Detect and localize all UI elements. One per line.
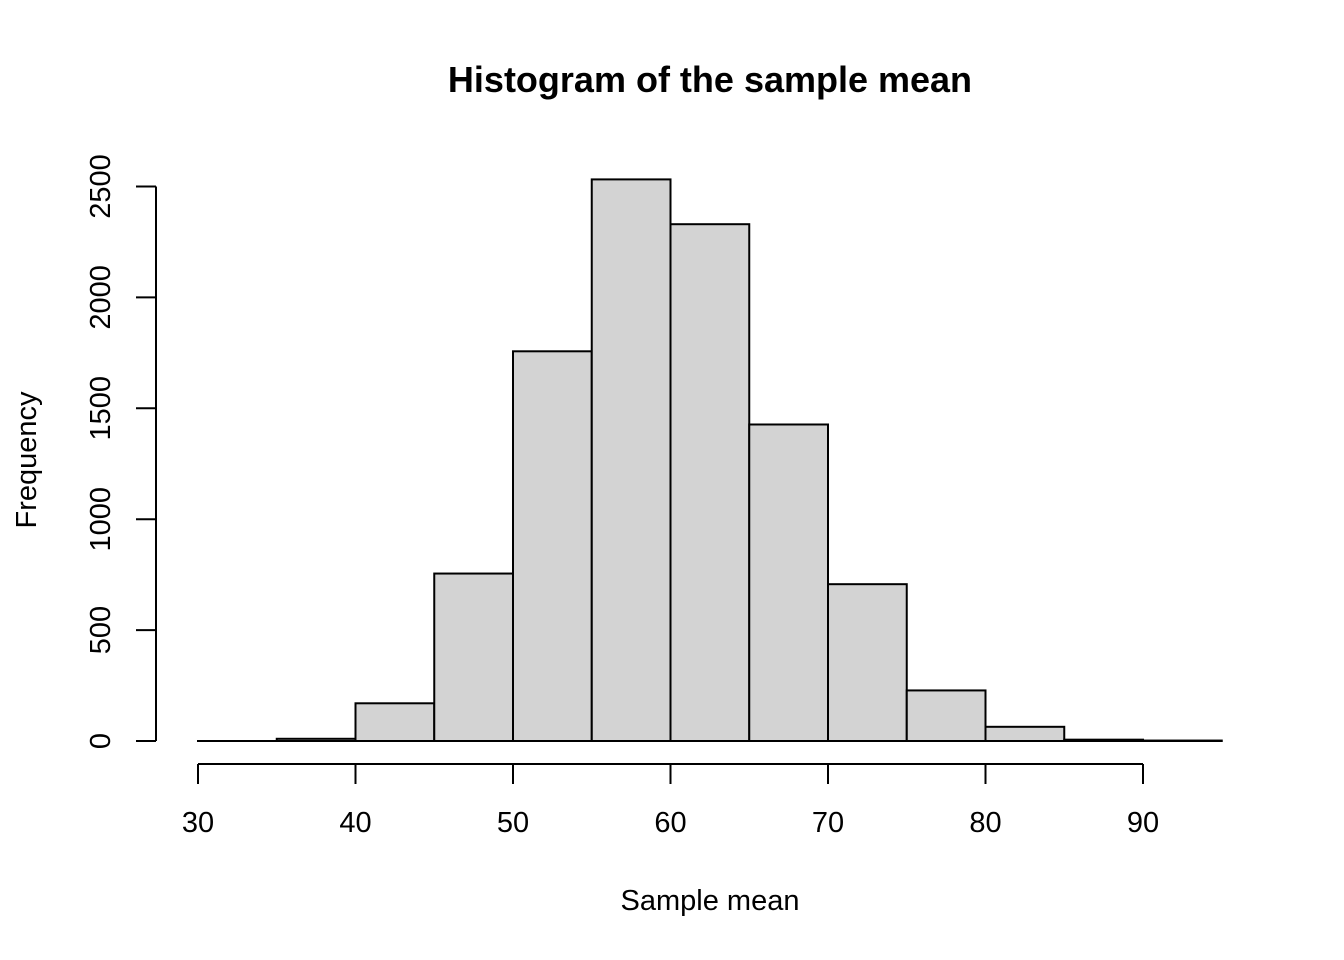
histogram-bar	[433, 572, 514, 743]
x-tick-label: 90	[1127, 807, 1159, 839]
y-tick-label: 2500	[85, 154, 117, 219]
y-axis-label: Frequency	[11, 391, 43, 529]
x-tick-label: 70	[812, 807, 844, 839]
histogram-bar	[1063, 738, 1144, 742]
chart-title: Histogram of the sample mean	[448, 59, 972, 100]
histogram-bar	[984, 725, 1066, 743]
histogram-bar	[748, 423, 829, 742]
x-tick-label: 30	[182, 807, 214, 839]
y-axis: 0 500 1000 1500 2000 2500	[85, 154, 157, 749]
x-axis: 30 40 50 60 70 80 90	[182, 763, 1159, 839]
histogram-bar	[512, 350, 593, 742]
y-tick-label: 1000	[85, 487, 117, 552]
y-tick-label: 1500	[85, 376, 117, 441]
x-tick-label: 80	[969, 807, 1001, 839]
y-tick-label: 0	[85, 733, 117, 749]
x-tick-label: 40	[339, 807, 371, 839]
histogram-bar	[827, 583, 908, 742]
histogram-bar	[275, 737, 357, 742]
histogram-bar	[669, 223, 751, 742]
y-tick-label: 500	[85, 606, 117, 654]
x-tick-label: 50	[497, 807, 529, 839]
x-tick-label: 60	[654, 807, 686, 839]
histogram-bar	[590, 178, 672, 742]
y-tick-label: 2000	[85, 265, 117, 330]
histogram-bar	[905, 689, 987, 743]
x-axis-label: Sample mean	[621, 885, 800, 917]
histogram-bar	[354, 702, 436, 743]
histogram-bars	[197, 178, 1223, 743]
